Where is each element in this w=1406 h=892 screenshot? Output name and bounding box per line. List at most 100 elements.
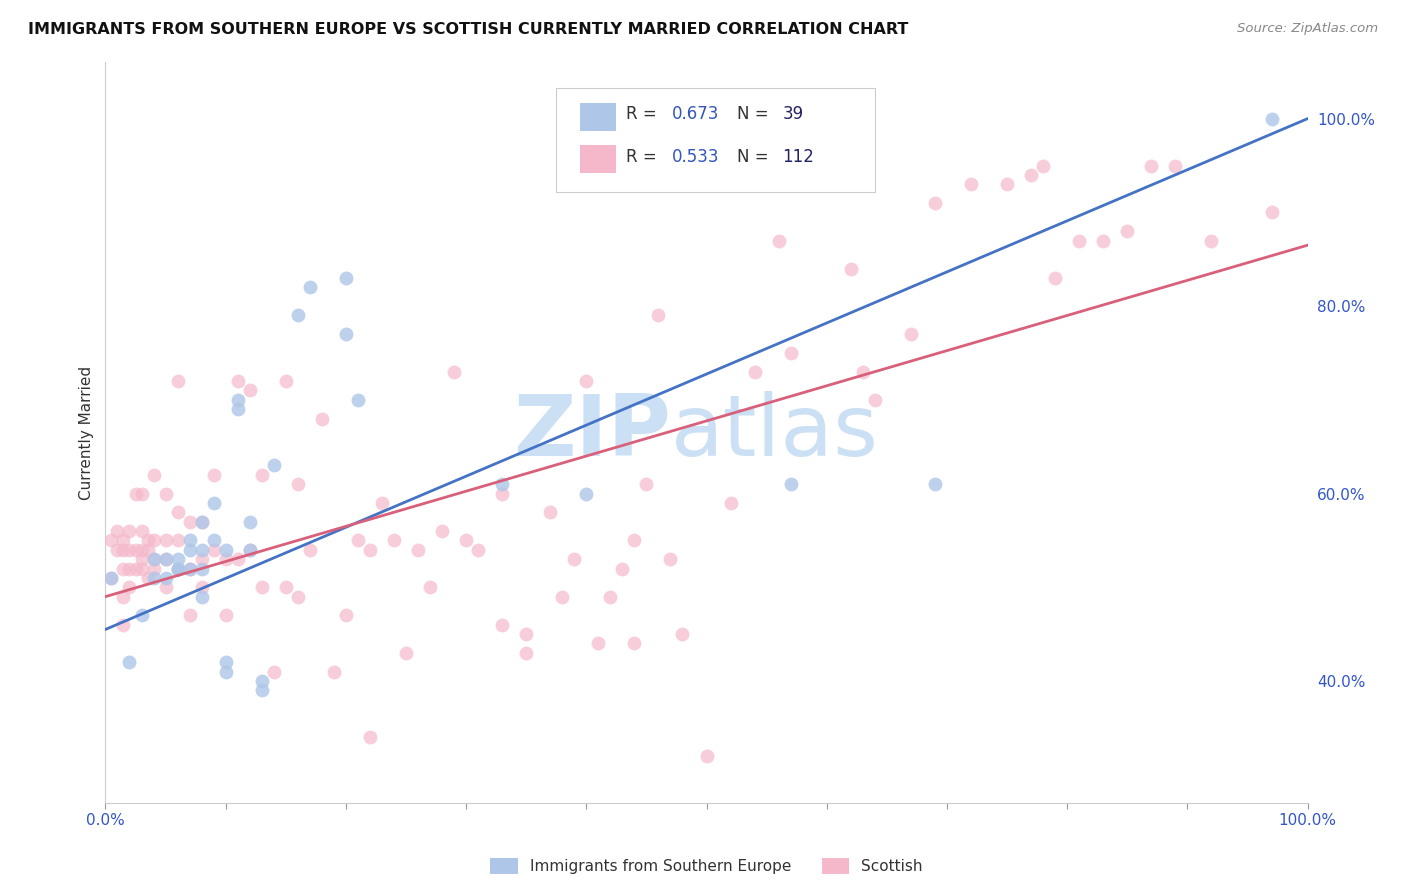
Point [142,533,165,548]
Point [179,561,201,575]
Point [136,533,159,548]
Point [359,730,381,744]
Point [406,542,429,557]
Point [100,533,122,548]
Point [190,580,212,594]
Text: 0.533: 0.533 [672,148,718,166]
Point [124,486,146,500]
Point [671,627,693,641]
Point [107,542,129,557]
Point [239,542,262,557]
Point [347,533,370,548]
Point [100,571,122,585]
Point [287,477,309,491]
Point [124,542,146,557]
Point [575,486,598,500]
Point [118,524,141,538]
Point [131,552,153,566]
Point [118,542,141,557]
Point [538,505,561,519]
Point [696,748,718,763]
Point [190,561,212,575]
Point [263,665,285,679]
Text: IMMIGRANTS FROM SOUTHERN EUROPE VS SCOTTISH CURRENTLY MARRIED CORRELATION CHART: IMMIGRANTS FROM SOUTHERN EUROPE VS SCOTT… [28,22,908,37]
Point [112,590,135,604]
Point [190,552,212,566]
Text: atlas: atlas [671,391,879,475]
Point [562,552,585,566]
Point [768,234,790,248]
Point [1032,159,1054,173]
Point [335,608,357,623]
Point [659,552,682,566]
Point [443,365,465,379]
Point [515,646,537,660]
Point [190,515,212,529]
Point [382,533,405,548]
Point [214,552,236,566]
Point [142,552,165,566]
FancyBboxPatch shape [581,145,616,174]
Text: 112: 112 [782,148,814,166]
Point [250,580,273,594]
Point [239,515,262,529]
Point [179,561,201,575]
Point [112,617,135,632]
Point [214,665,236,679]
Point [166,561,188,575]
Point [124,561,146,575]
Point [371,496,394,510]
Point [322,665,344,679]
Point [430,524,453,538]
Point [1260,205,1282,219]
Point [202,467,225,482]
Point [118,580,141,594]
Point [623,533,645,548]
Point [250,683,273,698]
Text: ZIP: ZIP [513,391,671,475]
Point [202,533,225,548]
Point [491,617,513,632]
Point [226,374,249,388]
Point [112,533,135,548]
Point [214,608,236,623]
Point [131,542,153,557]
Point [214,542,236,557]
FancyBboxPatch shape [581,103,616,131]
Point [995,178,1018,192]
Point [1069,234,1091,248]
Point [155,571,177,585]
Point [744,365,766,379]
Point [419,580,441,594]
Point [166,552,188,566]
Point [155,486,177,500]
Point [588,636,610,650]
Point [467,542,489,557]
Text: 39: 39 [782,105,803,123]
Point [623,636,645,650]
Point [118,561,141,575]
Y-axis label: Currently Married: Currently Married [79,366,94,500]
Point [839,261,862,276]
Point [863,392,886,407]
Point [136,542,159,557]
Point [454,533,477,548]
Point [239,542,262,557]
Point [263,458,285,473]
Point [166,374,188,388]
Point [142,561,165,575]
Point [779,477,801,491]
Point [1260,112,1282,126]
Point [179,533,201,548]
Point [190,542,212,557]
Point [1201,234,1223,248]
Point [287,590,309,604]
Point [142,552,165,566]
Point [1019,168,1042,182]
Point [112,542,135,557]
Point [335,327,357,342]
Point [131,608,153,623]
Point [924,196,946,211]
Point [250,467,273,482]
Point [359,542,381,557]
